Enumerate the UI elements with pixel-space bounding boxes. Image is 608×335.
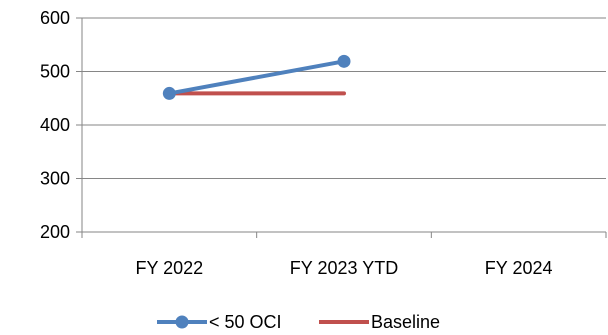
data-point-0-0 (162, 86, 176, 100)
gridlines (76, 17, 606, 179)
y-tick-label-200: 200 (40, 222, 70, 242)
x-axis-tick-labels: FY 2022 FY 2023 YTD FY 2024 (135, 258, 552, 278)
y-tick-label-300: 300 (40, 169, 70, 189)
data-point-0-1 (337, 54, 351, 68)
x-tick-label-0: FY 2022 (135, 258, 203, 278)
x-tick-label-1: FY 2023 YTD (290, 258, 398, 278)
legend-label-1: Baseline (371, 312, 440, 332)
axes (76, 18, 607, 238)
series-group (162, 54, 351, 100)
legend-marker-0 (175, 315, 189, 329)
series-line-0 (167, 59, 346, 96)
legend-label-0: < 50 OCI (209, 312, 282, 332)
legend: < 50 OCI Baseline (157, 312, 440, 332)
y-axis-tick-labels: 200 300 400 500 600 (40, 8, 70, 242)
y-tick-label-400: 400 (40, 115, 70, 135)
y-tick-label-500: 500 (40, 62, 70, 82)
y-tick-label-600: 600 (40, 8, 70, 28)
x-tick-label-2: FY 2024 (485, 258, 553, 278)
